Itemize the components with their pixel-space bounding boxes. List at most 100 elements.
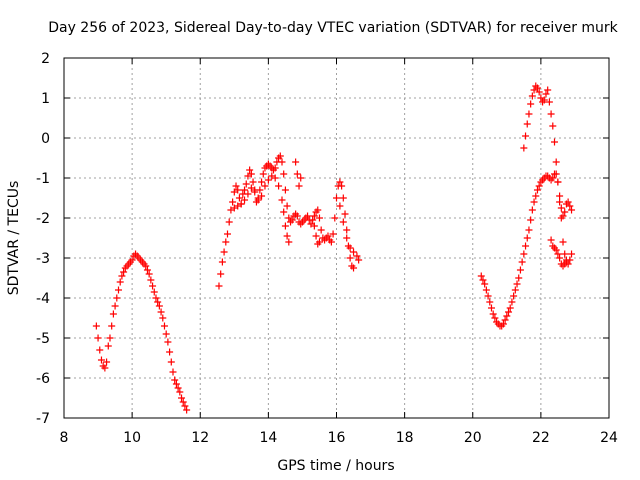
data-point xyxy=(281,222,289,230)
data-point xyxy=(304,212,312,220)
data-point xyxy=(487,304,495,312)
data-point xyxy=(264,176,272,184)
data-point xyxy=(237,200,245,208)
data-point xyxy=(479,276,487,284)
data-point xyxy=(535,182,543,190)
data-point xyxy=(336,202,344,210)
data-point xyxy=(280,208,288,216)
data-point xyxy=(549,122,557,130)
data-point xyxy=(246,166,254,174)
data-point xyxy=(513,280,521,288)
data-point xyxy=(350,248,358,256)
data-point xyxy=(217,270,225,278)
data-point xyxy=(309,216,317,224)
data-point xyxy=(109,310,117,318)
data-point xyxy=(327,238,335,246)
data-point xyxy=(115,286,122,294)
data-point xyxy=(338,182,346,190)
data-point xyxy=(556,254,564,262)
data-point xyxy=(544,86,552,94)
data-point xyxy=(183,406,191,414)
data-point xyxy=(113,294,121,302)
data-point xyxy=(106,334,114,342)
data-point xyxy=(310,212,318,220)
data-point xyxy=(527,100,535,108)
data-point xyxy=(477,272,485,280)
data-point xyxy=(254,196,262,204)
data-point xyxy=(530,198,538,206)
y-tick-label: -5 xyxy=(36,331,50,347)
y-axis-label: SDTVAR / TECUs xyxy=(6,181,22,296)
data-point xyxy=(176,388,184,396)
data-point xyxy=(281,186,289,194)
data-point xyxy=(557,214,565,222)
data-point xyxy=(172,380,180,388)
data-point xyxy=(333,194,340,202)
data-point xyxy=(225,218,233,226)
data-point xyxy=(324,232,332,240)
data-point xyxy=(251,188,259,196)
data-point xyxy=(339,194,347,202)
data-point xyxy=(147,276,155,284)
data-point xyxy=(128,256,136,264)
data-point xyxy=(499,320,507,328)
data-point xyxy=(247,170,255,178)
data-point xyxy=(315,214,323,222)
x-tick-label: 14 xyxy=(259,430,277,446)
data-point xyxy=(174,384,182,392)
data-point xyxy=(222,238,230,246)
data-point xyxy=(295,182,303,190)
y-tick-label: 0 xyxy=(41,131,50,147)
data-point xyxy=(540,96,548,104)
x-tick-label: 20 xyxy=(464,430,482,446)
data-point xyxy=(549,174,557,182)
y-tick-label: -7 xyxy=(36,411,50,427)
y-tick-label: 1 xyxy=(41,91,50,107)
data-point xyxy=(224,230,231,238)
data-point xyxy=(145,270,153,278)
data-point xyxy=(520,144,528,152)
data-point xyxy=(516,266,524,274)
data-point xyxy=(312,232,320,240)
data-point xyxy=(525,110,533,118)
data-point xyxy=(566,202,574,210)
data-point xyxy=(142,262,150,270)
data-point xyxy=(510,292,518,300)
data-point xyxy=(528,206,536,214)
data-point xyxy=(564,198,572,206)
data-point xyxy=(552,158,560,166)
data-point xyxy=(108,322,116,330)
data-point xyxy=(554,250,562,258)
x-tick-label: 18 xyxy=(396,430,414,446)
x-tick-label: 10 xyxy=(123,430,141,446)
data-point xyxy=(181,402,189,410)
data-point xyxy=(242,180,250,188)
data-point xyxy=(292,158,300,166)
data-point xyxy=(241,186,249,194)
data-point xyxy=(97,356,105,364)
data-point xyxy=(503,312,511,320)
data-point xyxy=(241,196,249,204)
data-point xyxy=(278,196,286,204)
data-point xyxy=(486,298,494,306)
data-point xyxy=(271,174,279,182)
data-point xyxy=(561,260,569,268)
data-point xyxy=(535,88,543,96)
data-point xyxy=(275,182,283,190)
data-point xyxy=(562,256,570,264)
data-point xyxy=(288,216,296,224)
data-points xyxy=(92,82,576,414)
data-point xyxy=(545,98,553,106)
y-tick-label: -4 xyxy=(36,291,50,307)
data-point xyxy=(280,170,288,178)
data-point xyxy=(532,192,540,200)
data-point xyxy=(343,226,351,234)
data-point xyxy=(169,368,177,376)
data-point xyxy=(542,90,550,98)
data-point xyxy=(244,190,252,198)
data-point xyxy=(215,282,223,290)
data-point xyxy=(118,272,126,280)
data-point xyxy=(556,192,564,200)
data-point xyxy=(232,182,240,190)
